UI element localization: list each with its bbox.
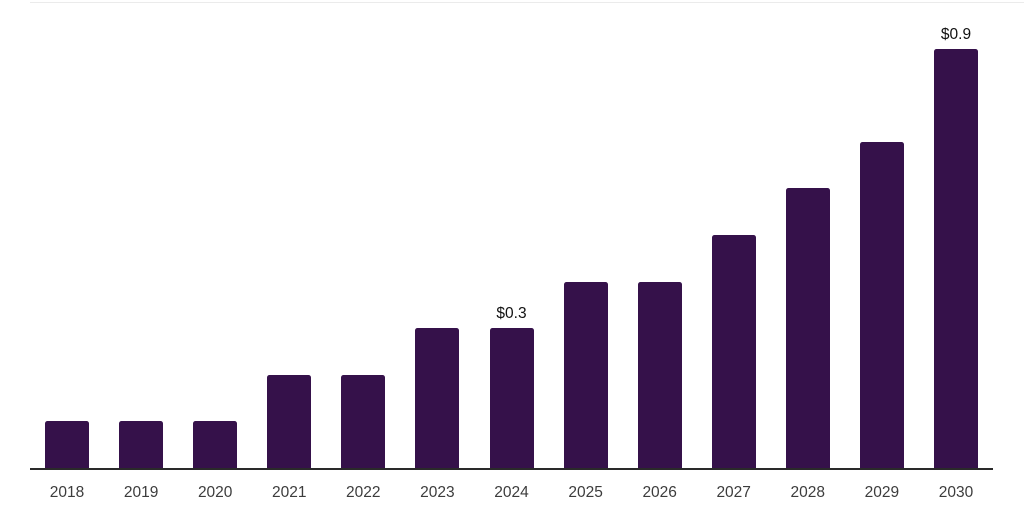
bar-2021 <box>267 375 312 468</box>
top-border-line <box>30 2 1024 3</box>
bar-2020 <box>193 421 238 468</box>
bar-value-label-2030: $0.9 <box>940 26 972 43</box>
bar-2027 <box>711 235 756 468</box>
x-tick-2022: 2022 <box>346 484 381 501</box>
bar-2019 <box>119 421 164 468</box>
x-tick-2029: 2029 <box>864 484 900 501</box>
bar-2023 <box>415 328 460 468</box>
bar-2029 <box>859 142 904 468</box>
x-tick-2021: 2021 <box>272 484 307 501</box>
x-axis-line <box>30 468 993 470</box>
x-tick-2020: 2020 <box>197 484 233 501</box>
bar-2024 <box>489 328 534 468</box>
x-tick-2028: 2028 <box>790 484 826 501</box>
bar-2018 <box>45 421 89 468</box>
bar-2025 <box>563 282 608 468</box>
bar-value-label-2024: $0.3 <box>496 305 527 322</box>
x-tick-2026: 2026 <box>642 484 677 501</box>
x-tick-2027: 2027 <box>716 484 751 501</box>
bar-2026 <box>637 282 682 468</box>
x-tick-2018: 2018 <box>49 484 85 501</box>
bar-2028 <box>785 188 830 468</box>
bar-2030 <box>934 49 978 468</box>
x-tick-2024: 2024 <box>494 484 529 501</box>
x-tick-2023: 2023 <box>420 484 455 501</box>
x-tick-2025: 2025 <box>568 484 603 501</box>
x-tick-2019: 2019 <box>123 484 159 501</box>
x-tick-2030: 2030 <box>938 484 974 501</box>
bar-2022 <box>341 375 386 468</box>
